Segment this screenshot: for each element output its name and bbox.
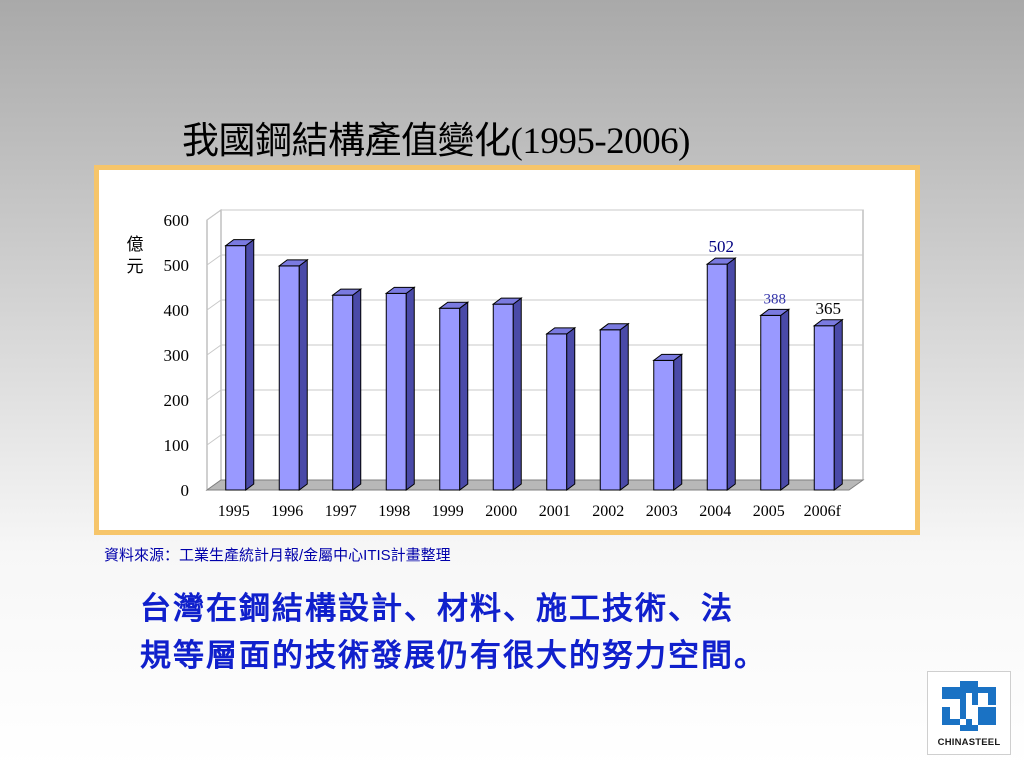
y-tick-label: 500 <box>164 256 190 275</box>
x-tick-label: 1998 <box>378 503 410 520</box>
bar-top <box>438 301 470 309</box>
data-label: 388 <box>764 291 787 307</box>
bar-side <box>512 297 522 491</box>
x-tick-label: 2006f <box>804 503 842 520</box>
bar <box>438 301 470 491</box>
bar <box>224 238 256 491</box>
gridline-side <box>206 299 222 311</box>
bar-top <box>545 327 577 335</box>
bar-top <box>812 319 844 327</box>
bar <box>759 308 791 491</box>
y-tick-label: 400 <box>164 301 190 320</box>
y-tick-label: 200 <box>164 391 190 410</box>
y-tick-label: 0 <box>181 481 190 500</box>
y-tick-label: 100 <box>164 436 190 455</box>
x-tick-label: 1999 <box>432 503 464 520</box>
bar-front <box>332 294 354 491</box>
bar-top <box>384 286 416 294</box>
bar-front <box>439 307 461 491</box>
bar-top <box>652 353 684 361</box>
data-source-note: 資料來源：工業生產統計月報/金屬中心ITIS計畫整理 <box>104 547 451 564</box>
bar-side <box>298 258 308 491</box>
bar-side <box>833 318 843 491</box>
bar-front <box>760 314 782 491</box>
bar-top <box>705 257 737 265</box>
gridline-side <box>206 344 222 356</box>
conclusion-text: 台灣在鋼結構設計、材料、施工技術、法 規等層面的技術發展仍有很大的努力空間。 <box>140 586 940 680</box>
data-label: 365 <box>816 299 842 318</box>
bar-side <box>459 301 469 491</box>
bar <box>812 318 844 491</box>
bar-front <box>492 303 514 491</box>
y-axis-label: 元 <box>127 257 144 277</box>
bar-top <box>598 323 630 331</box>
x-tick-label: 2005 <box>753 503 785 520</box>
bar <box>598 322 630 491</box>
bar-side <box>566 326 576 491</box>
bar <box>652 353 684 491</box>
chart-frame: 0 100 200 300 400 500 600 億元 1995 1996 1997 1998 199… <box>94 165 920 535</box>
bar-side <box>245 238 255 491</box>
bar-side <box>726 257 736 491</box>
bar-side <box>673 353 683 491</box>
x-tick-label: 1997 <box>325 503 357 520</box>
chart-floor <box>205 479 865 491</box>
gridline-side <box>206 254 222 266</box>
conclusion-line-2: 規等層面的技術發展仍有很大的努力空間。 <box>140 638 767 674</box>
bar-side <box>780 308 790 491</box>
chinasteel-logo-icon <box>942 681 996 731</box>
x-tick-label: 1996 <box>271 503 303 520</box>
chinasteel-logo: CHINASTEEL <box>927 671 1011 755</box>
bar <box>705 257 737 491</box>
conclusion-line-1: 台灣在鋼結構設計、材料、施工技術、法 <box>140 591 734 627</box>
bar-front <box>225 245 247 491</box>
bar-front <box>385 292 407 491</box>
bar-front <box>546 333 568 491</box>
x-tick-label: 1995 <box>218 503 250 520</box>
x-tick-label: 2003 <box>646 503 678 520</box>
bar <box>545 326 577 491</box>
y-tick-label: 300 <box>164 346 190 365</box>
bar-top <box>759 308 791 316</box>
bar-side <box>352 288 362 491</box>
x-tick-label: 2002 <box>592 503 624 520</box>
x-tick-label: 2004 <box>699 503 731 520</box>
logo-wordmark: CHINASTEEL <box>937 737 1001 748</box>
bar <box>277 258 309 491</box>
bar-side <box>405 286 415 491</box>
bar-top <box>277 259 309 267</box>
bar-chart: 0 100 200 300 400 500 600 億元 1995 1996 1997 1998 199… <box>127 209 865 520</box>
x-tick-label: 2001 <box>539 503 571 520</box>
bar <box>331 288 363 491</box>
bar-top <box>331 288 363 296</box>
x-tick-label: 2000 <box>485 503 517 520</box>
bar-front <box>599 329 621 491</box>
gridline-side <box>206 434 222 446</box>
bar-front <box>813 325 835 491</box>
slide-title: 我國鋼結構產值變化(1995-2006) <box>182 121 690 162</box>
bar-side <box>619 322 629 491</box>
bar-front <box>278 265 300 491</box>
gridline-side <box>206 209 222 221</box>
y-axis-label: 億 <box>127 235 144 255</box>
data-label: 502 <box>709 237 735 256</box>
bar-top <box>224 239 256 247</box>
bar-top <box>491 297 523 305</box>
bar <box>384 286 416 491</box>
y-tick-label: 600 <box>164 211 190 230</box>
bar-front <box>706 263 728 491</box>
bar-front <box>653 359 675 491</box>
bar <box>491 297 523 491</box>
gridline-side <box>206 389 222 401</box>
